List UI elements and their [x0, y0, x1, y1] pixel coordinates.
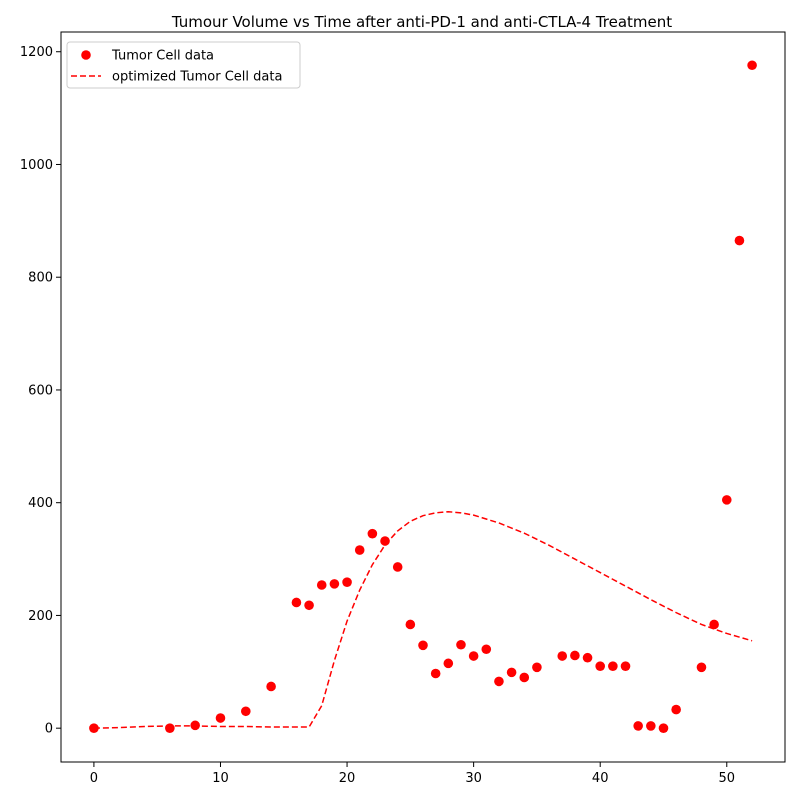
data-point	[709, 619, 719, 630]
data-point	[481, 644, 492, 655]
data-point	[494, 676, 504, 687]
data-point	[443, 658, 454, 669]
data-point	[392, 562, 403, 572]
data-point	[532, 662, 542, 673]
y-tick-label: 800	[28, 271, 53, 286]
y-tick-label: 0	[45, 722, 53, 737]
legend-entry-label: optimized Tumor Cell data	[112, 70, 282, 85]
y-axis: 0 200 400 600 800 1000 1200	[20, 45, 61, 737]
x-axis: 0 10 20 30 40 50	[90, 762, 735, 786]
data-point	[506, 667, 517, 678]
data-point	[241, 706, 251, 717]
data-point	[316, 580, 327, 590]
series-line-optimized	[93, 510, 753, 729]
data-point	[266, 681, 276, 692]
data-point	[519, 672, 530, 683]
legend: Tumor Cell data optimized Tumor Cell data	[66, 41, 301, 89]
legend-box	[66, 41, 301, 89]
data-point	[582, 652, 593, 663]
data-point	[430, 668, 441, 679]
data-point	[646, 721, 656, 731]
data-point	[557, 651, 568, 661]
x-tick-label: 40	[592, 771, 609, 786]
y-tick-label: 1000	[20, 158, 53, 173]
data-point	[215, 713, 226, 723]
data-point	[304, 600, 314, 611]
legend-dot-marker	[81, 50, 91, 60]
data-point	[418, 640, 428, 651]
data-point	[367, 528, 378, 539]
data-point	[608, 661, 618, 671]
y-tick-label: 1200	[20, 45, 53, 60]
x-tick-label: 0	[90, 771, 98, 786]
y-tick-label: 200	[28, 609, 53, 624]
data-point	[658, 723, 669, 733]
x-tick-label: 10	[212, 771, 229, 786]
x-tick-label: 30	[465, 771, 482, 786]
x-tick-label: 20	[339, 771, 356, 786]
data-point	[570, 650, 580, 661]
data-point	[468, 651, 479, 661]
data-point	[595, 661, 605, 671]
chart-title: Tumour Volume vs Time after anti-PD-1 an…	[171, 13, 672, 31]
data-point	[380, 536, 390, 546]
data-point	[620, 661, 631, 671]
x-tick-label: 50	[719, 771, 736, 786]
data-point	[734, 235, 745, 246]
data-point	[696, 662, 707, 673]
data-point	[721, 495, 732, 505]
legend-entry-label: Tumor Cell data	[111, 49, 214, 64]
plot-frame	[60, 31, 786, 763]
data-point	[671, 704, 681, 715]
data-point	[456, 639, 466, 650]
data-point	[633, 721, 643, 731]
y-tick-label: 400	[28, 496, 53, 511]
data-point	[291, 597, 302, 608]
y-tick-label: 600	[28, 383, 53, 398]
data-point	[342, 577, 352, 587]
data-point	[329, 579, 340, 589]
data-point	[747, 60, 757, 71]
data-point	[354, 545, 365, 555]
plot-area	[89, 60, 757, 733]
data-point	[405, 619, 416, 630]
data-point	[165, 723, 175, 733]
